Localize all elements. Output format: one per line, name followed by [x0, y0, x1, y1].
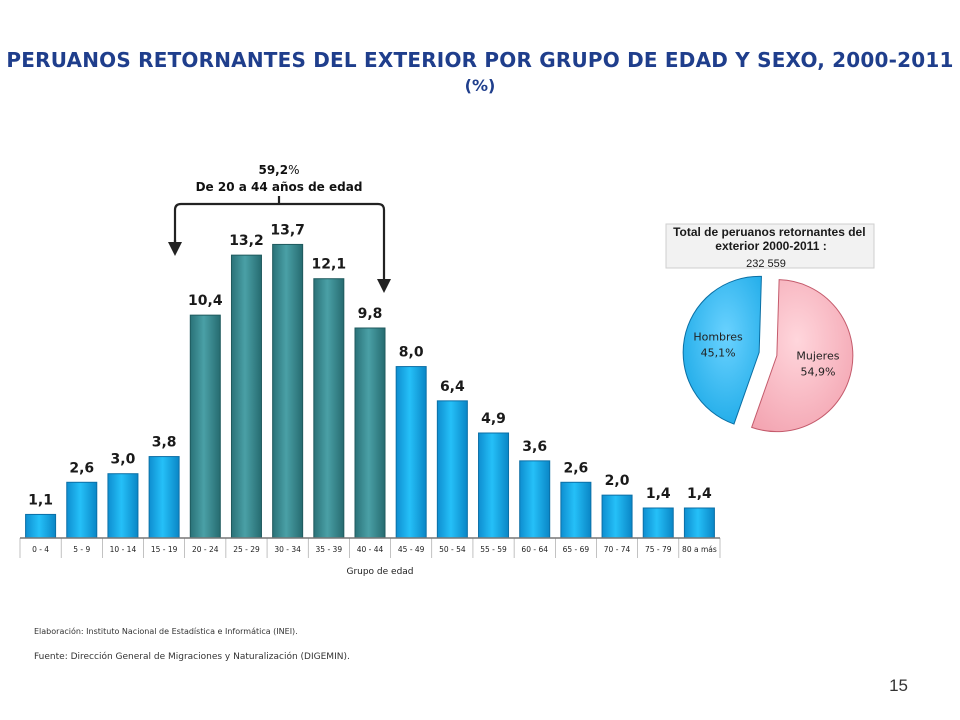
bar-value-label: 6,4	[440, 379, 465, 395]
bar-value-label: 3,8	[152, 435, 177, 451]
bar-value-label: 2,6	[69, 460, 94, 476]
credit-note: Elaboración: Instituto Nacional de Estad…	[34, 627, 298, 636]
pie-slice-hombres	[682, 275, 762, 425]
bar-80amás	[683, 507, 715, 539]
pie-slice-value: 54,9%	[800, 365, 835, 378]
bar-55-59	[478, 432, 510, 539]
bar-value-label: 3,0	[111, 452, 136, 468]
bar-value-label: 1,4	[687, 486, 712, 502]
x-tick-label: 70 - 74	[604, 545, 631, 554]
pie-chart: Total de peruanos retornantes del exteri…	[665, 223, 875, 433]
bar-70-74	[601, 494, 633, 539]
x-tick-label: 0 - 4	[32, 545, 49, 554]
x-tick-label: 60 - 64	[521, 545, 548, 554]
bar-value-label: 10,4	[188, 293, 223, 309]
x-tick-label: 65 - 69	[563, 545, 590, 554]
bar-value-label: 3,6	[522, 439, 547, 455]
bar-25-29	[230, 254, 262, 539]
bar-value-label: 1,4	[646, 486, 671, 502]
pie-title-box	[665, 223, 875, 269]
bar-65-69	[560, 481, 592, 539]
pie-slice-value: 45,1%	[701, 347, 736, 360]
bar-value-label: 9,8	[358, 306, 383, 322]
bar-value-label: 12,1	[312, 257, 347, 273]
x-tick-label: 5 - 9	[73, 545, 90, 554]
x-tick-label: 80 a más	[682, 545, 717, 554]
bar-5-9	[66, 481, 98, 539]
bar-75-79	[642, 507, 674, 539]
bar-30-34	[272, 243, 304, 539]
bar-40-44	[354, 327, 386, 539]
x-tick-label: 30 - 34	[274, 545, 301, 554]
page-subtitle: (%)	[464, 76, 496, 95]
x-tick-label: 15 - 19	[151, 545, 178, 554]
pie-slice-label: Hombres	[693, 331, 743, 344]
x-tick-label: 25 - 29	[233, 545, 260, 554]
x-tick-label: 40 - 44	[357, 545, 384, 554]
range-bracket: 59,2% De 20 a 44 años de edad	[168, 163, 391, 293]
svg-text:59,2%: 59,2%	[258, 163, 299, 177]
pie-slice-label: Mujeres	[796, 349, 839, 362]
bar-60-64	[519, 460, 551, 539]
page-number: 15	[889, 676, 908, 695]
annotation-value: 59,2	[258, 163, 288, 177]
page-title: PERUANOS RETORNANTES DEL EXTERIOR POR GR…	[6, 48, 954, 72]
bar-value-label: 2,0	[605, 473, 630, 489]
bracket-arrow-right	[377, 279, 391, 293]
source-note: Fuente: Dirección General de Migraciones…	[34, 652, 350, 662]
bar-value-label: 13,2	[229, 233, 264, 249]
bar-45-49	[395, 366, 427, 539]
bar-50-54	[436, 400, 468, 539]
x-tick-label: 55 - 59	[480, 545, 507, 554]
x-axis-title: Grupo de edad	[346, 567, 413, 577]
bracket-arrow-left	[168, 242, 182, 256]
bar-10-14	[107, 473, 139, 539]
annotation-text: De 20 a 44 años de edad	[196, 180, 363, 194]
bar-chart: 1,1 0 - 4 2,6 5 - 9 3,0 10 - 14 3,8 15 - 19 10,4…	[19, 222, 721, 577]
bar-value-label: 2,6	[563, 460, 588, 476]
bar-20-24	[189, 314, 221, 539]
x-tick-label: 35 - 39	[316, 545, 343, 554]
x-tick-label: 50 - 54	[439, 545, 466, 554]
annotation-suffix: %	[288, 163, 299, 177]
bar-0-4	[25, 513, 57, 539]
x-tick-label: 45 - 49	[398, 545, 425, 554]
x-tick-label: 75 - 79	[645, 545, 672, 554]
bar-value-label: 8,0	[399, 345, 424, 361]
bar-value-label: 4,9	[481, 411, 506, 427]
pie-title-line1: Total de peruanos retornantes del exteri…	[673, 225, 869, 253]
bar-value-label: 13,7	[270, 222, 305, 238]
bar-value-label: 1,1	[28, 492, 53, 508]
pie-total: 232 559	[746, 258, 786, 270]
bar-35-39	[313, 278, 345, 539]
pie-slice-mujeres	[751, 279, 854, 433]
x-tick-label: 20 - 24	[192, 545, 219, 554]
bar-15-19	[148, 456, 180, 539]
x-tick-label: 10 - 14	[110, 545, 137, 554]
